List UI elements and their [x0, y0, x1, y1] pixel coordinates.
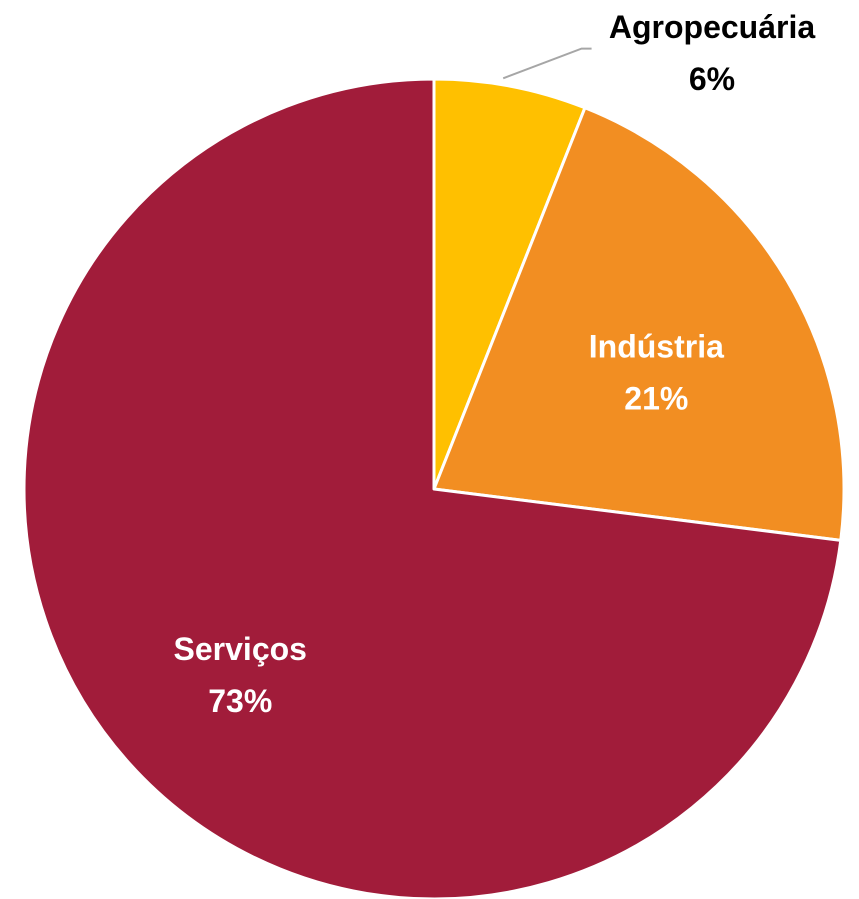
pie-slice-servicos: [22, 77, 843, 899]
slice-label-agropecuaria: Agropecuária: [609, 9, 815, 45]
slice-percent-agropecuaria: 6%: [689, 61, 735, 97]
labels-layer: Agropecuária 6% Indústria 21% Serviços 73%: [174, 9, 816, 719]
pie-slice-industria: [432, 106, 846, 542]
slice-percent-servicos: 73%: [208, 683, 272, 719]
pie-slice-agropecuaria: [432, 77, 587, 491]
slice-label-servicos: Serviços: [174, 631, 307, 667]
slices-layer: [22, 77, 846, 899]
slice-percent-industria: 21%: [624, 381, 688, 417]
leader-lines-layer: [502, 47, 592, 80]
leader-line-agropecuaria: [502, 47, 592, 80]
slice-label-industria: Indústria: [589, 329, 724, 365]
